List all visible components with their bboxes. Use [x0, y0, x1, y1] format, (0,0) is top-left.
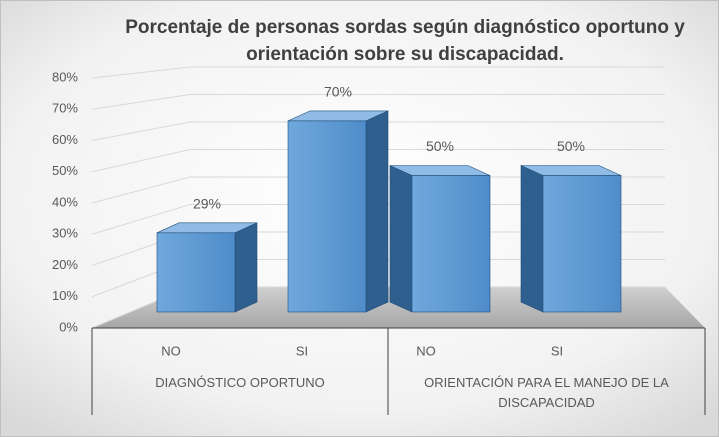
bar-front [411, 175, 491, 313]
x-tick-label: NO [416, 343, 436, 358]
y-tick-label: 60% [52, 132, 78, 147]
x-tick-label: SI [551, 343, 563, 358]
data-label: 29% [193, 196, 221, 212]
y-tick-label: 20% [52, 257, 78, 272]
grid-line [91, 121, 665, 141]
grid-line [91, 176, 665, 204]
y-tick-label: 80% [52, 69, 78, 84]
bar-side [389, 165, 413, 313]
x-tick-label: SI [296, 343, 308, 358]
y-tick-label: 70% [52, 101, 78, 116]
bar-side [520, 165, 544, 313]
data-label: 50% [557, 138, 585, 154]
y-tick-label: 40% [52, 194, 78, 209]
y-tick-label: 0% [59, 319, 78, 334]
y-tick-label: 30% [52, 226, 78, 241]
bar [156, 222, 258, 313]
bar [287, 110, 389, 313]
bar [520, 165, 622, 313]
group-label: DIAGNÓSTICO OPORTUNO [155, 375, 325, 390]
data-label: 50% [426, 138, 454, 154]
y-tick-label: 10% [52, 288, 78, 303]
grid-line [91, 149, 665, 173]
bar-side [234, 222, 258, 313]
chart-title: Porcentaje de personas sordas según diag… [125, 17, 685, 65]
bar-side [365, 110, 389, 313]
grid-line [91, 66, 665, 79]
y-tick-label: 50% [52, 163, 78, 178]
x-tick-label: NO [161, 343, 181, 358]
bar-front [542, 175, 622, 313]
group-label: ORIENTACIÓN PARA EL MANEJO DE LA DISCAPA… [424, 375, 669, 410]
bar [389, 165, 491, 313]
bar-front [287, 120, 367, 313]
data-label: 70% [324, 84, 352, 100]
bar-front [156, 232, 236, 313]
grid-line [91, 94, 665, 110]
grid-line [91, 204, 665, 235]
